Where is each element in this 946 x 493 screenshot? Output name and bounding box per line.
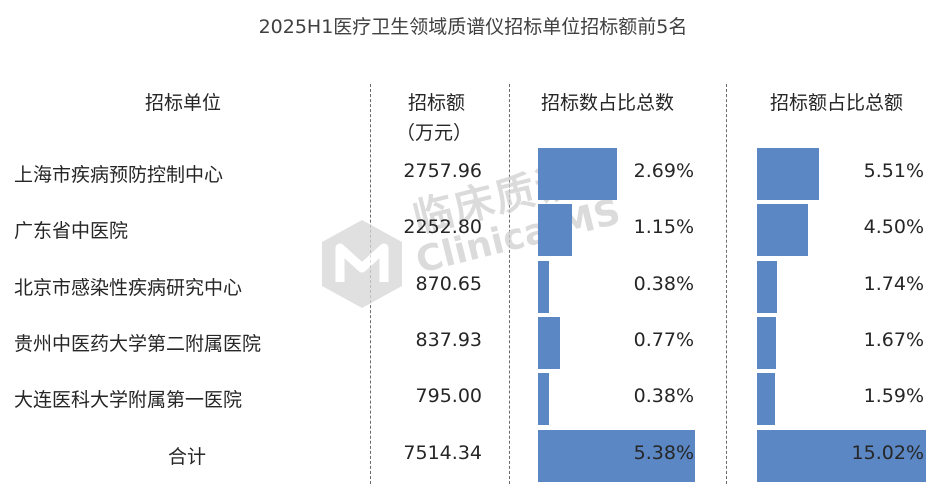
row-unit-name: 广东省中医院 bbox=[14, 220, 129, 243]
amount-share-bar bbox=[757, 316, 776, 369]
header-amount: 招标额 bbox=[408, 92, 466, 114]
count-share-bar bbox=[538, 316, 561, 369]
row-unit-name: 大连医科大学附属第一医院 bbox=[14, 389, 243, 412]
count-share-label: 0.38% bbox=[633, 272, 694, 295]
amount-share-label: 1.67% bbox=[863, 328, 924, 351]
count-share-label: 1.15% bbox=[633, 216, 694, 239]
row-amount: 2757.96 bbox=[403, 160, 482, 182]
amount-share-bar bbox=[757, 148, 819, 200]
column-divider bbox=[726, 84, 727, 484]
count-share-label: 2.69% bbox=[633, 160, 694, 182]
amount-share-label: 1.74% bbox=[863, 272, 924, 295]
total-count-share-bar bbox=[538, 429, 695, 482]
amount-share-label: 5.51% bbox=[863, 160, 924, 182]
row-amount: 837.93 bbox=[415, 328, 482, 351]
header-amount-share: 招标额占比总额 bbox=[770, 92, 904, 114]
header-count-share: 招标数占比总数 bbox=[541, 92, 675, 114]
row-amount: 870.65 bbox=[415, 272, 482, 295]
amount-share-bar bbox=[757, 373, 775, 426]
total-count-share-label: 5.38% bbox=[633, 441, 694, 464]
header-unit: 招标单位 bbox=[145, 92, 222, 114]
amount-share-bar bbox=[757, 260, 777, 313]
total-label: 合计 bbox=[168, 445, 207, 468]
total-amount-share-bar bbox=[757, 429, 926, 482]
amount-share-label: 1.59% bbox=[863, 385, 924, 408]
total-amount-share-label: 15.02% bbox=[851, 441, 924, 464]
count-share-bar bbox=[538, 204, 572, 257]
row-unit-name: 贵州中医药大学第二附属医院 bbox=[14, 332, 262, 355]
row-unit-name: 上海市疾病预防控制中心 bbox=[14, 164, 224, 186]
header-amount-unit: （万元） bbox=[396, 122, 473, 144]
count-share-bar bbox=[538, 148, 617, 200]
watermark-logo-icon bbox=[322, 220, 402, 308]
row-unit-name: 北京市感染性疾病研究中心 bbox=[14, 276, 243, 299]
amount-share-label: 4.50% bbox=[863, 216, 924, 239]
count-share-bar bbox=[538, 373, 550, 426]
column-divider bbox=[509, 84, 510, 484]
amount-share-bar bbox=[757, 204, 808, 257]
row-amount: 795.00 bbox=[415, 385, 482, 408]
count-share-label: 0.77% bbox=[633, 328, 694, 351]
count-share-bar bbox=[538, 260, 550, 313]
total-amount: 7514.34 bbox=[403, 441, 482, 464]
count-share-label: 0.38% bbox=[633, 385, 694, 408]
row-amount: 2252.80 bbox=[403, 216, 482, 239]
chart-title: 2025H1医疗卫生领域质谱仪招标单位招标额前5名 bbox=[258, 16, 688, 38]
